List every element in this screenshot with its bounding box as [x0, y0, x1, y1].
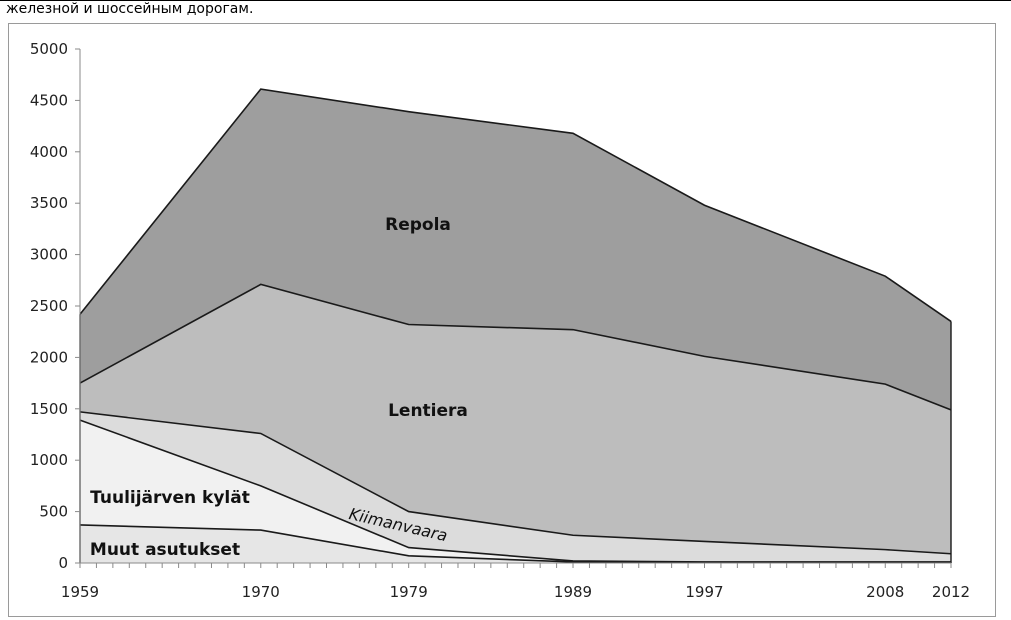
top-rule — [0, 0, 1011, 1]
x-tick-label: 2012 — [932, 583, 970, 601]
area-2 — [80, 411, 951, 562]
x-tick-label: 2008 — [866, 583, 904, 601]
caption-text: железной и шоссейным дорогам. — [6, 1, 254, 17]
area-4 — [80, 89, 951, 410]
y-tick-label: 1500 — [30, 400, 68, 418]
y-tick-label: 3500 — [30, 194, 68, 212]
area-3 — [80, 284, 951, 554]
series-label: Muut asutukset — [90, 540, 240, 560]
series-line-1 — [79, 419, 951, 563]
y-tick-label: 2500 — [30, 297, 68, 315]
series-label: Repola — [385, 215, 451, 235]
x-tick-label: 1997 — [685, 583, 723, 601]
area-0 — [80, 524, 951, 563]
x-tick-label: 1979 — [390, 583, 428, 601]
y-tick-label: 3000 — [30, 246, 68, 264]
y-tick-label: 0 — [58, 554, 68, 572]
series-line-2 — [79, 411, 952, 555]
series-line-3 — [79, 283, 952, 411]
series-label: Tuulijärven kylät — [90, 488, 250, 508]
series-line-4 — [79, 88, 952, 323]
y-tick-label: 4000 — [30, 143, 68, 161]
x-tick-label: 1989 — [554, 583, 592, 601]
x-tick-label: 1970 — [242, 583, 280, 601]
y-tick-label: 2000 — [30, 348, 68, 366]
y-tick-label: 1000 — [30, 451, 68, 469]
area-1 — [80, 420, 951, 563]
x-tick-label: 1959 — [61, 583, 99, 601]
y-tick-label: 4500 — [30, 91, 68, 109]
series-label: Lentiera — [388, 401, 468, 421]
y-tick-label: 5000 — [30, 40, 68, 58]
y-tick-label: 500 — [39, 503, 68, 521]
